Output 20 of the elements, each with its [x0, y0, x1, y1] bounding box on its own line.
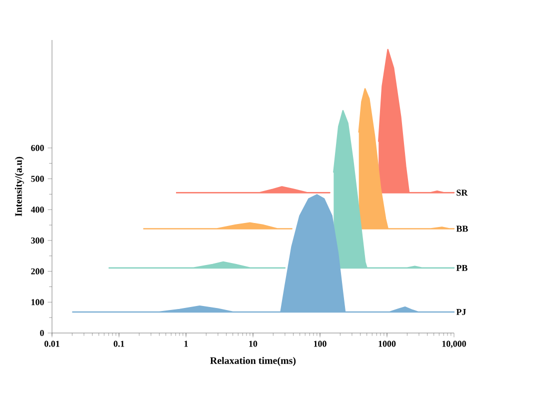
x-tick-label: 1 [184, 340, 188, 347]
series-label: BB [456, 226, 468, 232]
y-tick-label: 400 [30, 206, 44, 213]
x-tick-label: 10,000 [442, 340, 466, 348]
series-label: PB [456, 264, 468, 271]
y-tick-label: 100 [32, 299, 44, 306]
y-tick-label: 0 [40, 330, 44, 336]
x-tick-label: 0.1 [114, 340, 124, 347]
y-tick-label: 200 [31, 268, 44, 274]
y-tick-label: 600 [31, 144, 44, 151]
series-label: SR [456, 190, 468, 196]
series-label: PJ [456, 309, 466, 316]
y-tick-label: 300 [31, 237, 44, 244]
x-tick-label: 1000 [378, 340, 396, 347]
x-tick-label: 100 [314, 340, 326, 347]
x-axis-title: Relaxation time(ms) [210, 356, 296, 366]
x-tick-label: 10 [249, 340, 258, 347]
x-tick-label: 0.01 [44, 340, 60, 347]
y-tick-label: 500 [31, 176, 44, 182]
y-axis-title: Intensity/(a.u) [14, 156, 24, 216]
